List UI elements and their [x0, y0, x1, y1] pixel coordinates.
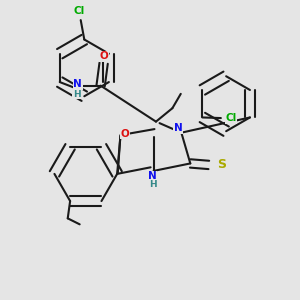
Text: N: N — [174, 123, 183, 133]
Text: H: H — [149, 180, 157, 189]
Text: N: N — [73, 80, 82, 89]
Text: S: S — [217, 158, 226, 171]
Text: H: H — [73, 89, 81, 98]
Text: O: O — [100, 51, 109, 62]
Text: O: O — [120, 129, 129, 139]
Text: Cl: Cl — [225, 113, 236, 123]
Text: Cl: Cl — [73, 6, 85, 16]
Text: N: N — [148, 171, 157, 181]
